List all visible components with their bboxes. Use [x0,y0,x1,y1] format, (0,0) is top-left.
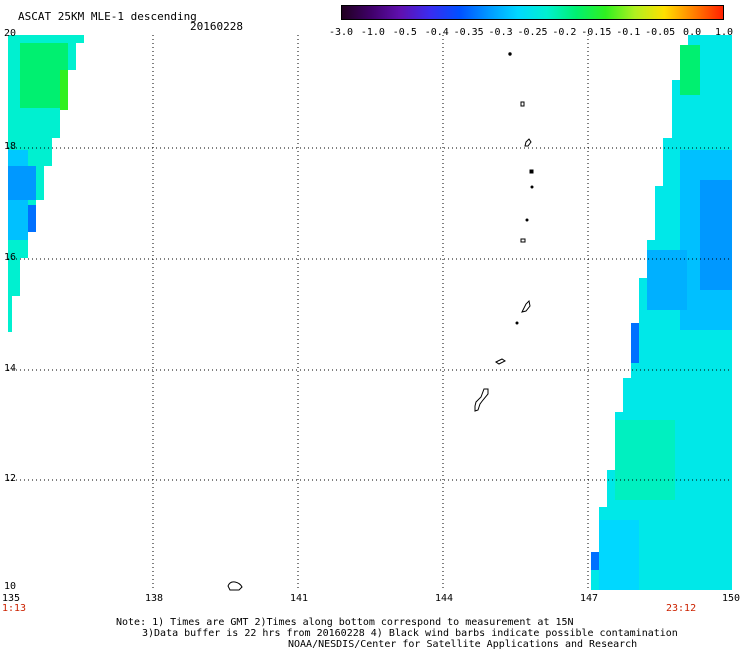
lon-label-150: 150 [722,593,740,604]
color-scale-tick: -0.4 [424,27,449,38]
color-scale-tick: 0.0 [683,27,702,38]
color-scale-bar [341,5,724,20]
color-scale-tick: -0.05 [645,27,676,38]
color-scale-tick: 1.0 [714,27,734,38]
lon-label-141: 141 [290,593,309,604]
color-scale-tick: -0.3 [488,27,513,38]
lon-label-135: 135 [2,593,21,604]
color-scale-tick: -1.0 [360,27,385,38]
color-scale-tick: -0.35 [453,27,484,38]
lat-label-16: 16 [4,252,17,263]
note-line-1: Note: 1) Times are GMT 2)Times along bot… [116,617,574,628]
color-scale-tick: -3.0 [328,27,354,38]
note-line-2: 3)Data buffer is 22 hrs from 20160228 4)… [142,628,678,639]
lat-label-14: 14 [4,363,17,374]
end-time: 23:12 [666,603,697,614]
lat-label-18: 18 [4,141,17,152]
lat-label-10: 10 [4,581,17,592]
product-date: 20160228 [190,20,243,33]
color-scale-tick: -0.2 [552,27,577,38]
lon-label-144: 144 [435,593,454,604]
lon-label-138: 138 [145,593,164,604]
start-time: 1:13 [2,603,27,614]
island-coastlines [227,52,534,591]
product-title: ASCAT 25KM MLE-1 descending [18,10,197,23]
color-scale-tick: -0.15 [581,27,612,38]
left-swath [8,35,84,332]
note-line-3: NOAA/NESDIS/Center for Satellite Applica… [288,639,638,650]
gridlines [8,35,732,590]
color-scale-tick: -0.1 [616,27,641,38]
lon-label-147: 147 [580,593,599,604]
lat-label-20: 20 [4,28,17,39]
color-scale-tick: -0.5 [392,27,417,38]
lat-label-12: 12 [4,473,17,484]
color-scale-tick: -0.25 [517,27,548,38]
right-swath [591,35,732,590]
